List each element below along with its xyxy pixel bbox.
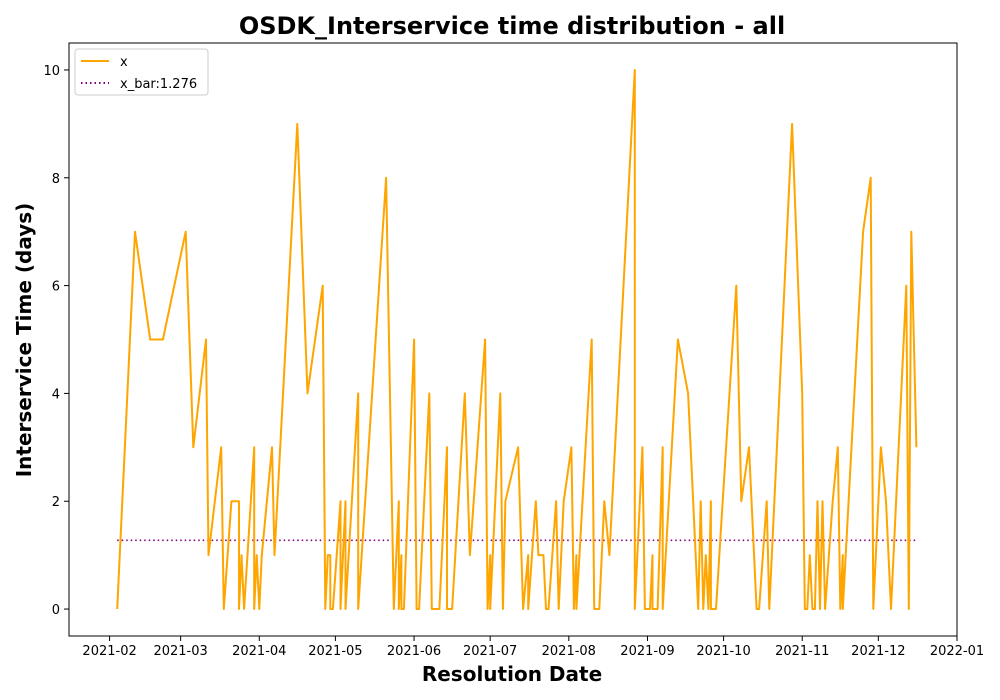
legend-label-x: x <box>120 55 128 70</box>
plot-frame <box>68 42 958 637</box>
x-tick-label: 2021-03 <box>153 644 207 659</box>
y-axis: 0 2 4 6 8 10 <box>43 64 69 618</box>
x-tick-label: 2021-04 <box>232 644 286 659</box>
x-tick-label: 2021-09 <box>620 644 674 659</box>
x-tick-label: 2021-05 <box>308 644 362 659</box>
x-axis: 2021-02 2021-03 2021-04 2021-05 2021-06 2021-… <box>82 636 984 659</box>
x-axis-label: Resolution Date <box>422 662 602 686</box>
y-tick-label: 2 <box>52 495 60 510</box>
y-tick-label: 0 <box>52 603 60 618</box>
x-tick-label: 2021-11 <box>775 644 829 659</box>
chart-title: OSDK_Interservice time distribution - al… <box>239 12 785 40</box>
series-layer <box>116 69 918 610</box>
y-tick-label: 4 <box>52 387 60 402</box>
x-tick-label: 2022-01 <box>930 644 984 659</box>
x-tick-label: 2021-06 <box>387 644 441 659</box>
x-tick-label: 2021-12 <box>851 644 905 659</box>
y-axis-label: Interservice Time (days) <box>12 203 36 478</box>
legend: x x_bar:1.276 <box>74 48 209 96</box>
x-tick-label: 2021-08 <box>542 644 596 659</box>
y-tick-label: 6 <box>52 280 60 295</box>
x-tick-label: 2021-07 <box>463 644 517 659</box>
legend-label-xbar: x_bar:1.276 <box>120 77 197 92</box>
x-tick-label: 2021-10 <box>696 644 750 659</box>
y-tick-label: 10 <box>43 64 60 79</box>
x-tick-label: 2021-02 <box>82 644 136 659</box>
series-line-x <box>116 69 918 610</box>
y-tick-label: 8 <box>52 172 60 187</box>
